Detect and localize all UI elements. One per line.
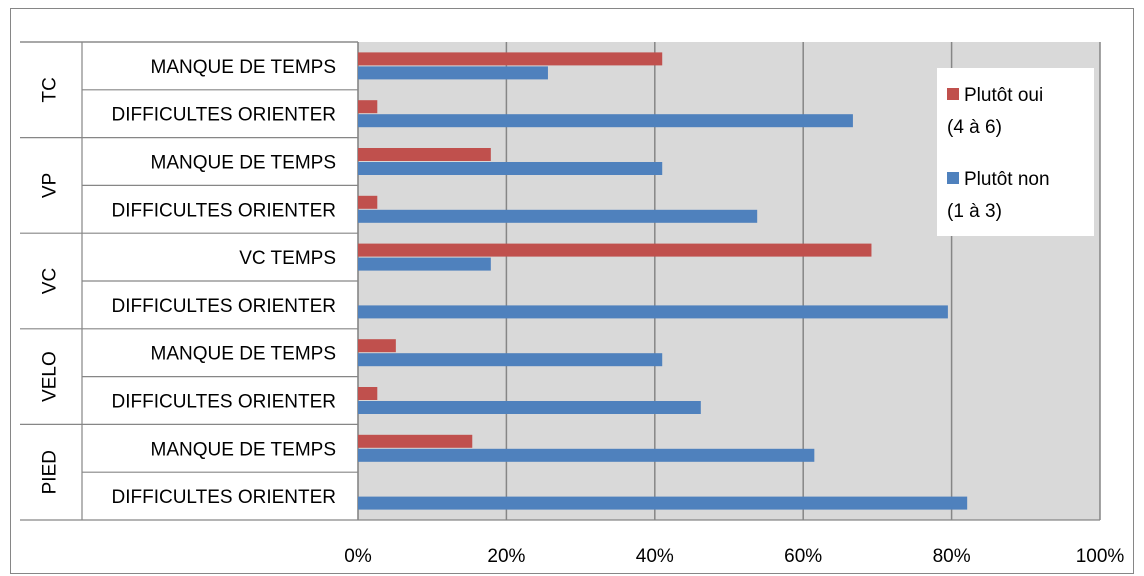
legend: Plutôt oui (4 à 6) Plutôt non (1 à 3) (937, 68, 1094, 236)
category-label: DIFFICULTES ORIENTER (112, 200, 337, 221)
bar-plutot-oui (358, 243, 872, 257)
bar-plutot-non (358, 162, 663, 175)
x-tick-label: 40% (636, 546, 674, 567)
bar-plutot-oui (358, 434, 473, 448)
bar-plutot-non (358, 209, 758, 223)
legend-background (937, 68, 1094, 236)
bar-plutot-non (358, 114, 853, 128)
group-label: TC (40, 77, 61, 102)
bar-plutot-non (358, 448, 815, 462)
x-tick-label: 80% (933, 546, 971, 567)
category-label: DIFFICULTES ORIENTER (112, 392, 337, 413)
bar-plutot-non (358, 305, 948, 319)
group-label: VC (40, 268, 61, 294)
group-labels: TC VP VC VELO PIED (40, 77, 61, 494)
legend-swatch-plutot-oui (947, 88, 959, 100)
bar-plutot-oui (358, 387, 378, 400)
legend-label-plutot-non: Plutôt non (964, 169, 1050, 190)
x-tick-label: 20% (487, 546, 525, 567)
group-label: VELO (40, 351, 61, 402)
bar-plutot-non (358, 257, 491, 271)
category-label: MANQUE DE TEMPS (151, 439, 336, 460)
x-tick-label: 100% (1076, 546, 1125, 567)
bar-plutot-oui (358, 339, 396, 353)
bar-plutot-non (358, 401, 701, 414)
bar-plutot-oui (358, 100, 378, 114)
bar-plutot-non (358, 496, 968, 510)
category-label: DIFFICULTES ORIENTER (112, 296, 337, 317)
bar-plutot-non (358, 66, 548, 80)
x-tick-label: 0% (344, 546, 372, 567)
x-tick-labels: 0% 20% 40% 60% 80% 100% (344, 546, 1124, 567)
group-label: PIED (40, 450, 61, 494)
category-label: VC TEMPS (239, 248, 336, 269)
legend-label-plutot-oui: Plutôt oui (964, 85, 1043, 106)
category-labels: MANQUE DE TEMPS DIFFICULTES ORIENTER MANQU… (112, 57, 337, 508)
category-label: MANQUE DE TEMPS (151, 344, 336, 365)
legend-label-plutot-oui-range: (4 à 6) (947, 117, 1002, 138)
bar-plutot-oui (358, 52, 663, 66)
legend-swatch-plutot-non (947, 172, 959, 184)
category-label: DIFFICULTES ORIENTER (112, 487, 337, 508)
bar-plutot-oui (358, 148, 491, 161)
x-tick-label: 60% (784, 546, 822, 567)
category-label: MANQUE DE TEMPS (151, 153, 336, 174)
bar-plutot-non (358, 353, 663, 367)
bars (358, 52, 968, 510)
group-label: VP (40, 173, 61, 198)
category-label: MANQUE DE TEMPS (151, 57, 336, 78)
category-label: DIFFICULTES ORIENTER (112, 105, 337, 126)
bar-plutot-oui (358, 195, 378, 209)
legend-label-plutot-non-range: (1 à 3) (947, 201, 1002, 222)
